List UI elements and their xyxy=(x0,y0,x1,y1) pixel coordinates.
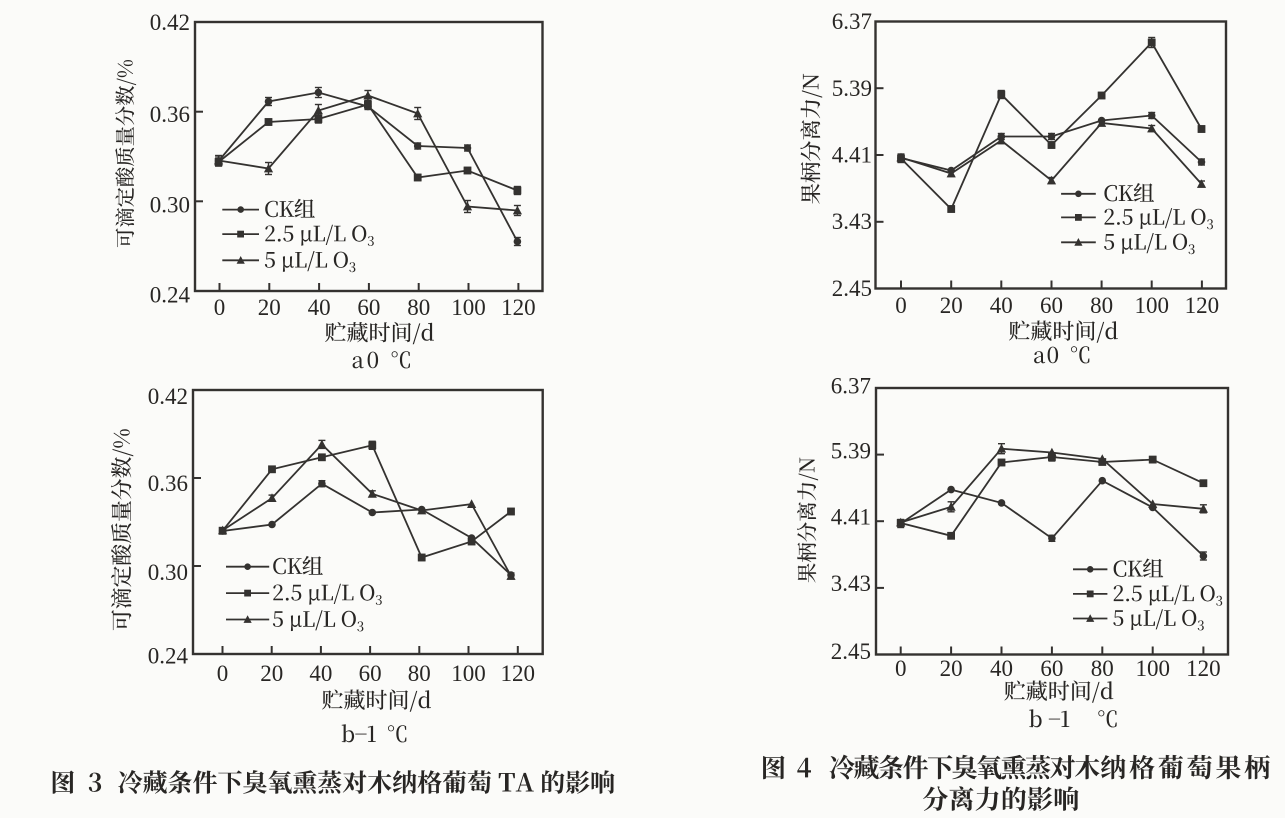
svg-text:40: 40 xyxy=(309,661,332,686)
svg-text:0.24: 0.24 xyxy=(150,283,191,308)
svg-text:0.36: 0.36 xyxy=(150,102,190,127)
svg-text:4.41: 4.41 xyxy=(831,505,871,530)
svg-text:60: 60 xyxy=(359,661,382,686)
svg-text:0: 0 xyxy=(895,656,907,681)
svg-text:6.37: 6.37 xyxy=(831,374,871,399)
svg-text:3.43: 3.43 xyxy=(831,571,871,596)
svg-text:60: 60 xyxy=(1040,656,1063,681)
svg-text:100: 100 xyxy=(451,661,486,686)
svg-text:5.39: 5.39 xyxy=(832,76,872,101)
svg-text:3.43: 3.43 xyxy=(832,209,872,234)
svg-text:100: 100 xyxy=(1135,656,1170,681)
svg-text:0: 0 xyxy=(214,295,226,320)
svg-text:100: 100 xyxy=(451,295,486,320)
svg-text:40: 40 xyxy=(308,295,331,320)
svg-text:2.45: 2.45 xyxy=(831,639,871,664)
svg-text:100: 100 xyxy=(1134,293,1169,318)
svg-text:80: 80 xyxy=(1091,656,1114,681)
svg-text:0.24: 0.24 xyxy=(148,644,189,669)
svg-text:120: 120 xyxy=(501,295,536,320)
svg-text:0.42: 0.42 xyxy=(150,10,190,35)
svg-text:2.45: 2.45 xyxy=(832,276,872,301)
svg-text:40: 40 xyxy=(990,293,1013,318)
svg-text:80: 80 xyxy=(1090,293,1113,318)
svg-text:0: 0 xyxy=(217,661,229,686)
svg-text:20: 20 xyxy=(258,295,281,320)
svg-text:120: 120 xyxy=(1186,656,1221,681)
svg-text:0.30: 0.30 xyxy=(150,193,190,218)
svg-text:60: 60 xyxy=(1040,293,1063,318)
svg-text:120: 120 xyxy=(501,661,536,686)
svg-text:0: 0 xyxy=(895,293,907,318)
svg-text:40: 40 xyxy=(990,656,1013,681)
svg-text:4.41: 4.41 xyxy=(832,143,872,168)
svg-text:120: 120 xyxy=(1185,293,1220,318)
svg-text:80: 80 xyxy=(408,661,431,686)
svg-text:0.36: 0.36 xyxy=(148,471,188,496)
svg-text:5.39: 5.39 xyxy=(831,439,871,464)
svg-text:0.30: 0.30 xyxy=(148,560,188,585)
svg-text:20: 20 xyxy=(260,661,283,686)
svg-text:80: 80 xyxy=(407,295,430,320)
svg-text:60: 60 xyxy=(357,295,380,320)
svg-text:20: 20 xyxy=(940,656,963,681)
svg-text:20: 20 xyxy=(940,293,963,318)
svg-text:0.42: 0.42 xyxy=(148,384,188,409)
svg-text:6.37: 6.37 xyxy=(832,9,872,34)
